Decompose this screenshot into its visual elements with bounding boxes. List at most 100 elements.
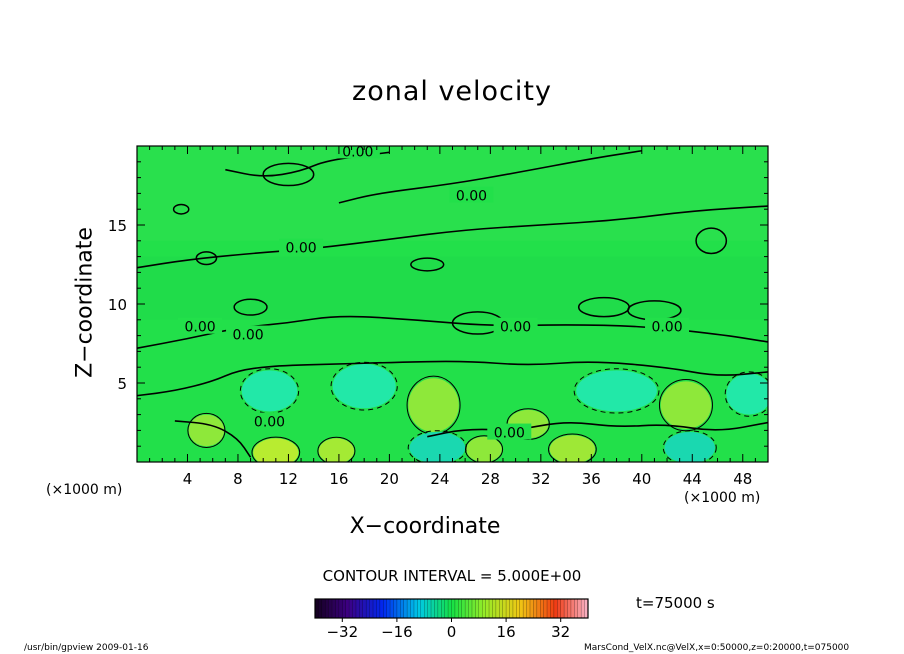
chart-title: zonal velocity	[352, 76, 552, 107]
zero-contour-line-4	[225, 151, 390, 177]
x-tick-label-48: 48	[733, 470, 752, 488]
colorbar-cell-57	[509, 599, 514, 618]
colorbar-cell-58	[512, 599, 517, 618]
zero-contour-line-3	[338, 149, 642, 204]
colorbar-cell-8	[342, 599, 347, 618]
small-contour-8	[172, 203, 190, 215]
colorbar-cell-4	[328, 599, 333, 618]
colorbar-cell-49	[482, 599, 486, 618]
colorbar-cell-1	[318, 599, 323, 618]
colorbar-cell-52	[492, 599, 497, 618]
small-contour-6	[695, 227, 728, 255]
x-tick-label-36: 36	[582, 470, 601, 488]
zero-contour-line-1	[137, 315, 768, 350]
contour-interval-text: CONTOUR INTERVAL = 5.000E+00	[322, 567, 582, 585]
anomaly-blob-4	[660, 381, 712, 429]
field-layer: 0.00 0.00 0.00 0.00 0.00 0.00 0.00 0.00 0.00	[137, 144, 768, 462]
y-tick-label-10: 10	[108, 296, 127, 314]
small-contour-1	[195, 251, 218, 266]
colorbar-cell-45	[468, 599, 473, 618]
colorbar-cell-46	[471, 599, 476, 618]
colorbar-cell-18	[376, 599, 381, 618]
anomaly-blob-2	[408, 378, 459, 432]
x-tick-label-24: 24	[430, 470, 449, 488]
zero-contour-line-5	[427, 421, 768, 438]
colorbar-cell-9	[345, 599, 350, 618]
colorbar-cell-21	[386, 599, 391, 618]
colorbar-cell-50	[485, 599, 490, 618]
contour-label-bg-1	[449, 186, 494, 203]
contour-label-3: 0.00	[185, 320, 216, 336]
colorbar-cell-15	[366, 599, 370, 618]
anomaly-contour-7	[317, 436, 356, 462]
anomaly-blob-9	[466, 436, 502, 462]
colorbar-cell-79	[584, 599, 589, 618]
contour-label-0: 0.00	[342, 144, 373, 160]
colorbar-cell-48	[478, 599, 483, 618]
colorbar-cell-11	[352, 599, 357, 618]
colorbar-cell-37	[441, 599, 445, 618]
colorbar-cell-65	[536, 599, 541, 618]
anomaly-blob-7	[318, 438, 355, 462]
x-axis-label: X−coordinate	[349, 514, 501, 539]
colorbar-tick-label-1: −16	[381, 623, 413, 641]
contour-label-bg-3	[178, 317, 223, 334]
colorbar-cell-72	[560, 599, 565, 618]
band-middle	[137, 256, 768, 320]
anomaly-blob-11	[664, 431, 715, 462]
colorbar-cell-68	[547, 599, 551, 618]
colorbar-cell-69	[550, 599, 555, 618]
contour-label-2: 0.00	[285, 241, 316, 257]
colorbar-cell-42	[458, 599, 463, 618]
colorbar-cell-6	[335, 599, 340, 618]
zero-contour-line-6	[174, 420, 252, 458]
colorbar-cell-74	[567, 599, 572, 618]
colorbar-cell-10	[349, 599, 353, 618]
colorbar-cell-78	[581, 599, 585, 618]
colorbar-cell-41	[454, 599, 459, 618]
x-tick-label-8: 8	[233, 470, 243, 488]
colorbar-cell-14	[362, 599, 367, 618]
colorbar-cell-51	[489, 599, 493, 618]
colorbar-cell-43	[461, 599, 466, 618]
x-unit-label-left: (×1000 m)	[46, 482, 123, 498]
x-tick-label-44: 44	[683, 470, 702, 488]
zero-contour-line-0	[137, 205, 768, 269]
colorbar-cell-25	[400, 599, 405, 618]
colorbar-cell-47	[475, 599, 480, 618]
colorbar-cell-56	[506, 599, 510, 618]
y-tick-label-15: 15	[108, 217, 127, 235]
colorbar-tick-label-4: 32	[551, 623, 570, 641]
colorbar-cell-62	[526, 599, 531, 618]
colorbar-cell-36	[437, 599, 442, 618]
contour-label-bg-2	[279, 238, 324, 255]
time-label: t=75000 s	[636, 594, 715, 612]
colorbar-cell-5	[332, 599, 336, 618]
colorbar-cell-60	[519, 599, 524, 618]
contour-label-8: 0.00	[494, 426, 525, 442]
anomaly-blob-12	[188, 414, 225, 447]
anomaly-blob-3	[576, 370, 657, 412]
colorbar-cell-75	[570, 599, 575, 618]
colorbar-cell-29	[413, 599, 418, 618]
contour-label-5: 0.00	[500, 320, 531, 336]
colorbar-cell-59	[516, 599, 521, 618]
colorbar-cell-53	[495, 599, 500, 618]
small-contour-7	[262, 162, 315, 187]
x-tick-label-16: 16	[329, 470, 348, 488]
colorbar-cell-17	[373, 599, 377, 618]
x-tick-label-40: 40	[632, 470, 651, 488]
anomaly-blob-8	[409, 431, 466, 462]
colorbar-cell-77	[577, 599, 582, 618]
colorbar-cell-30	[417, 599, 422, 618]
colorbar-cell-2	[321, 599, 326, 618]
colorbar-cell-55	[502, 599, 507, 618]
colorbar-cell-23	[393, 599, 398, 618]
colorbar-cell-22	[390, 599, 394, 618]
colorbar-cell-54	[499, 599, 503, 618]
colorbar-cell-33	[427, 599, 432, 618]
x-tick-label-28: 28	[481, 470, 500, 488]
colorbar-cell-31	[420, 599, 425, 618]
